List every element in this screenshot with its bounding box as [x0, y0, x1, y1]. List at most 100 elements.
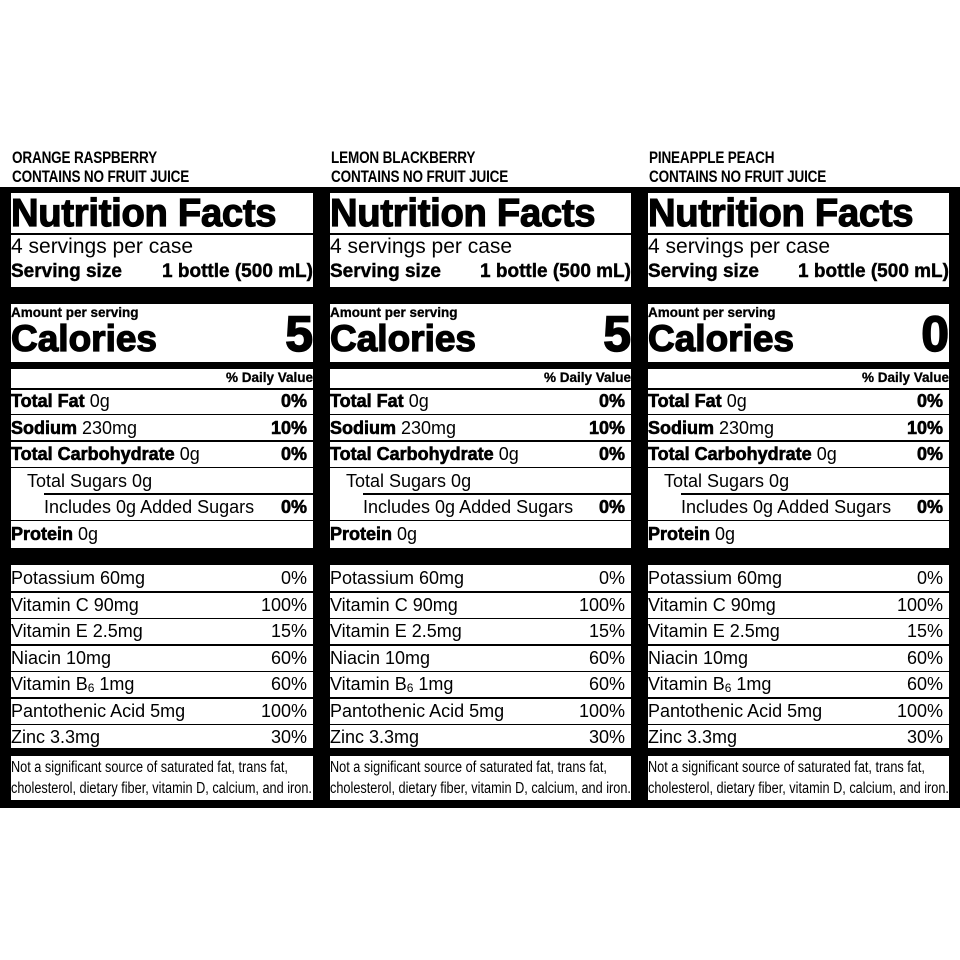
nutrition-label-1: ORANGE RASPBERRY CONTAINS NO FRUIT JUICE… — [0, 0, 320, 960]
nutrient-dv: 0% — [280, 497, 308, 518]
vitamin-name: Niacin 10mg — [648, 647, 749, 668]
thick-divider — [11, 548, 313, 565]
divider — [648, 233, 949, 235]
vitamin-dv: 60% — [906, 674, 943, 694]
servings-per-container: 4 servings per case — [11, 235, 194, 258]
footnote-line: Not a significant source of saturated fa… — [330, 759, 607, 776]
nutrient-name: Includes 0g Added Sugars — [44, 497, 255, 517]
thick-divider — [11, 287, 313, 304]
vitamin-dv: 60% — [588, 647, 625, 668]
serving-size-label: Serving size — [330, 261, 441, 282]
juice-note: CONTAINS NO FRUIT JUICE — [12, 168, 190, 186]
nutrient-name: Total Sugars 0g — [27, 470, 153, 491]
vitamin-row-pantothenic-acid: Pantothenic Acid 5mg 100% — [11, 698, 313, 725]
flavor-heading: LEMON BLACKBERRY CONTAINS NO FRUIT JUICE — [331, 149, 508, 187]
vitamin-dv: 100% — [260, 700, 307, 721]
vitamin-dv: 100% — [896, 700, 943, 721]
juice-note: CONTAINS NO FRUIT JUICE — [331, 168, 509, 186]
servings-per-container: 4 servings per case — [648, 235, 831, 258]
nutrient-name: Total Sugars 0g — [346, 470, 472, 491]
vitamin-row-vitamin-b6: Vitamin B6 1mg 60% — [330, 671, 631, 699]
nutrient-name: Sodium — [330, 417, 397, 438]
vitamin-dv: 0% — [916, 568, 943, 588]
calories-value: 0 — [920, 306, 949, 362]
vitamin-name: Zinc 3.3mg — [648, 727, 738, 747]
nutrient-dv: 10% — [270, 417, 308, 438]
vitamin-name: Niacin 10mg — [330, 647, 431, 668]
vitamin-row-vitamin-b6: Vitamin B6 1mg 60% — [648, 671, 949, 699]
nutrient-name: Protein — [330, 523, 393, 544]
divider — [11, 388, 313, 390]
daily-value-header: % Daily Value — [861, 370, 949, 385]
nutrition-facts-title: Nutrition Facts — [10, 192, 277, 235]
nutrient-row-added-sugars: Includes 0g Added Sugars 0% — [648, 494, 949, 521]
amount-per-serving: Amount per serving — [648, 305, 776, 320]
vitamin-row-zinc: Zinc 3.3mg 30% — [648, 724, 949, 751]
nutrient-dv: 0% — [916, 444, 944, 465]
nutrient-amount: 230mg — [719, 417, 775, 438]
nutrition-facts-title: Nutrition Facts — [647, 192, 914, 235]
footnote-line: cholesterol, dietary fiber, vitamin D, c… — [648, 780, 949, 797]
vitamin-dv: 15% — [588, 621, 625, 641]
nutrient-name: Total Fat — [648, 391, 722, 412]
medium-divider — [11, 362, 313, 369]
vitamin-name: Pantothenic Acid 5mg — [330, 700, 505, 721]
nutrient-row-sodium: Sodium 230mg 10% — [11, 415, 313, 442]
nutrient-dv: 10% — [588, 417, 626, 438]
nutrition-label-2: LEMON BLACKBERRY CONTAINS NO FRUIT JUICE… — [320, 0, 640, 960]
daily-value-header: % Daily Value — [225, 370, 313, 385]
flavor-heading: ORANGE RASPBERRY CONTAINS NO FRUIT JUICE — [12, 149, 189, 187]
vitamin-row-vitamin-e: Vitamin E 2.5mg 15% — [648, 618, 949, 646]
vitamin-name: Vitamin B6 1mg — [330, 674, 454, 695]
vitamin-name: Niacin 10mg — [11, 647, 112, 668]
nutrient-name: Protein — [648, 523, 711, 544]
divider — [330, 233, 631, 235]
nutrient-amount: 0g — [816, 444, 837, 464]
serving-size-value: 1 bottle (500 mL) — [480, 261, 631, 282]
vitamin-name: Vitamin E 2.5mg — [330, 621, 462, 641]
nutrient-name: Total Carbohydrate — [330, 444, 494, 465]
divider — [648, 388, 949, 390]
nutrient-name: Sodium — [11, 417, 78, 438]
vitamin-dv: 60% — [906, 647, 943, 668]
vitamin-dv: 0% — [598, 568, 625, 588]
nutrient-row-total-fat: Total Fat 0g 0% — [330, 388, 631, 415]
footnote: Not a significant source of saturated fa… — [11, 757, 312, 799]
vitamin-name: Zinc 3.3mg — [330, 727, 420, 747]
nutrient-name: Sodium — [648, 417, 715, 438]
serving-size-row: Serving size 1 bottle (500 mL) — [648, 260, 949, 284]
nutrient-dv: 0% — [280, 444, 308, 465]
thick-divider — [330, 548, 631, 565]
flavor-name: LEMON BLACKBERRY — [331, 149, 476, 167]
vitamin-dv: 30% — [588, 727, 625, 747]
nutrient-dv: 10% — [906, 417, 944, 438]
nutrient-amount: 230mg — [401, 417, 457, 438]
medium-divider — [11, 748, 313, 756]
divider — [11, 233, 313, 235]
nutrient-amount: 0g — [397, 523, 418, 544]
nutrient-dv: 0% — [280, 391, 308, 412]
vitamin-name: Vitamin B6 1mg — [11, 674, 135, 695]
nutrient-amount: 0g — [78, 523, 99, 544]
flavor-name: PINEAPPLE PEACH — [649, 149, 775, 167]
serving-size-value: 1 bottle (500 mL) — [798, 261, 949, 282]
thick-divider — [648, 287, 949, 304]
vitamin-row-pantothenic-acid: Pantothenic Acid 5mg 100% — [330, 698, 631, 725]
vitamin-row-vitamin-b6: Vitamin B6 1mg 60% — [11, 671, 313, 699]
nutrient-dv: 0% — [916, 391, 944, 412]
vitamin-row-niacin: Niacin 10mg 60% — [648, 645, 949, 672]
vitamin-name: Vitamin C 90mg — [648, 594, 776, 615]
nutrient-name: Includes 0g Added Sugars — [363, 497, 574, 517]
vitamin-dv: 30% — [906, 727, 943, 747]
amount-per-serving: Amount per serving — [11, 305, 139, 320]
servings-per-container: 4 servings per case — [330, 235, 513, 258]
juice-note: CONTAINS NO FRUIT JUICE — [649, 168, 827, 186]
thick-divider — [330, 287, 631, 304]
vitamin-name: Vitamin B6 1mg — [648, 674, 772, 695]
footnote-line: Not a significant source of saturated fa… — [648, 759, 925, 776]
vitamin-name: Potassium 60mg — [648, 568, 783, 588]
vitamin-row-zinc: Zinc 3.3mg 30% — [11, 724, 313, 751]
nutrient-amount: 0g — [498, 444, 519, 464]
footnote: Not a significant source of saturated fa… — [330, 757, 631, 799]
vitamin-row-niacin: Niacin 10mg 60% — [330, 645, 631, 672]
